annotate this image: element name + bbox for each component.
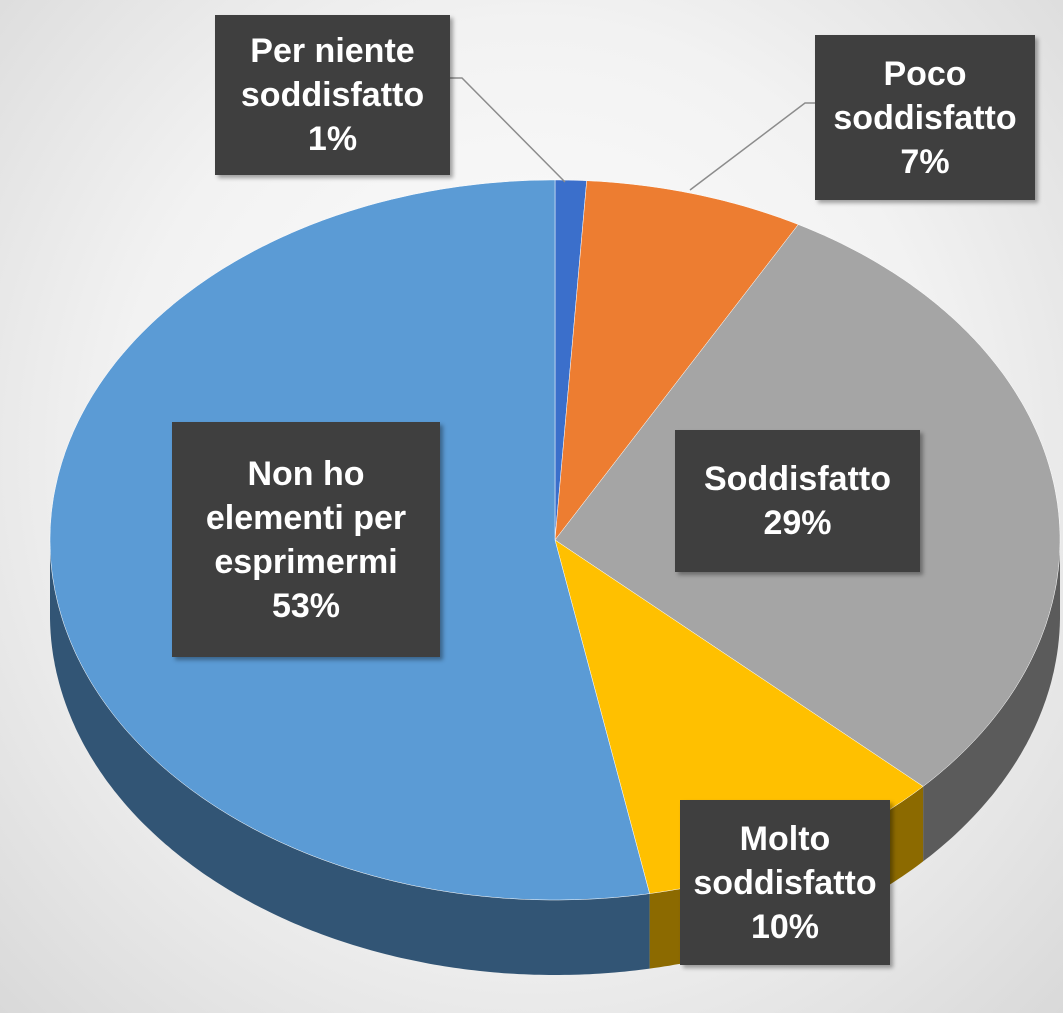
slice-side — [50, 540, 650, 975]
data-label: Per niente soddisfatto 1% — [215, 15, 450, 175]
category-label: Non ho elementi per esprimermi — [205, 454, 407, 581]
slice-side — [923, 540, 1060, 862]
value-label: 1% — [307, 120, 358, 158]
leader-line — [450, 77, 566, 183]
category-label: Soddisfatto — [704, 460, 891, 498]
slice — [554, 180, 799, 541]
data-label: Molto soddisfatto 10% — [680, 800, 890, 965]
category-label: Poco soddisfatto — [833, 54, 1017, 137]
data-label: Soddisfatto 29% — [675, 430, 920, 572]
value-label: 29% — [763, 504, 832, 542]
value-label: 10% — [750, 907, 820, 946]
category-label: Molto soddisfatto — [693, 819, 877, 902]
leader-line — [689, 102, 815, 191]
data-label: Poco soddisfatto 7% — [815, 35, 1035, 200]
value-label: 7% — [900, 142, 950, 181]
data-label: Non ho elementi per esprimermi 53% — [172, 422, 440, 657]
category-label: Per niente soddisfatto — [240, 32, 425, 114]
value-label: 53% — [271, 586, 341, 625]
